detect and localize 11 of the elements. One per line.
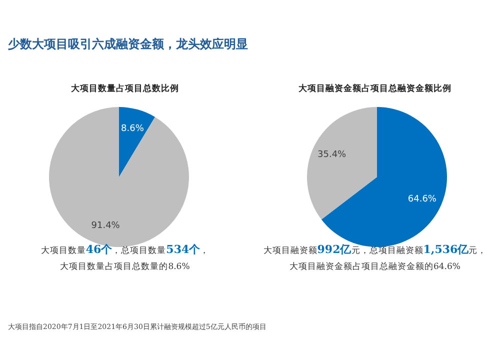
text: 少数大项目吸引六成融资金额，龙头效应明显	[8, 36, 248, 53]
data-label: 64.6%	[408, 194, 437, 205]
chart-title: 大项目融资金额占项目总融资金额比例	[298, 83, 452, 95]
text: 大项目融资金额占项目总融资金额的64.6%	[289, 262, 460, 272]
data-label: 8.6%	[121, 124, 144, 134]
chart-title: 大项目数量占项目总数比例	[70, 83, 180, 95]
data-label: 91.4%	[91, 220, 120, 231]
text: 大项目数量46个，总项目数量534个，	[40, 243, 210, 256]
text: 大项目融资额992亿元，总项目融资额1,536亿元，	[263, 243, 487, 256]
text: 大项目数量占项目总数量的8.6%	[60, 262, 190, 272]
data-label: 35.4%	[318, 150, 347, 160]
